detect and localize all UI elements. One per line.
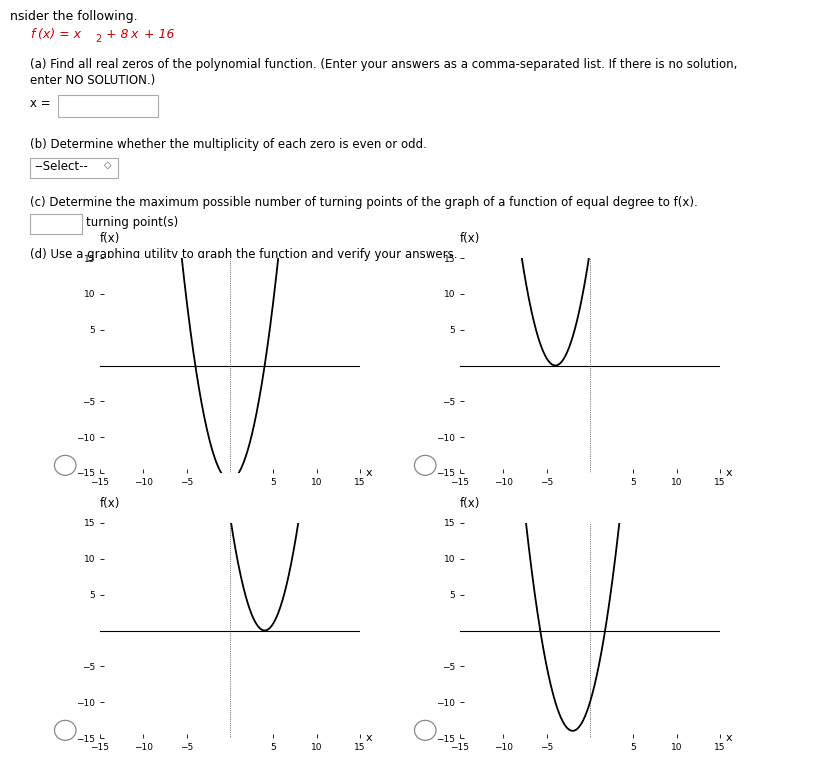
Text: (b) Determine whether the multiplicity of each zero is even or odd.: (b) Determine whether the multiplicity o… [30,138,427,151]
Text: nsider the following.: nsider the following. [10,10,137,23]
Text: enter NO SOLUTION.): enter NO SOLUTION.) [30,74,155,87]
Text: (d) Use a graphing utility to graph the function and verify your answers.: (d) Use a graphing utility to graph the … [30,248,457,261]
Text: f(x): f(x) [100,497,120,510]
Text: (x) = x: (x) = x [38,28,81,41]
Text: f: f [30,28,35,41]
Text: (c) Determine the maximum possible number of turning points of the graph of a fu: (c) Determine the maximum possible numbe… [30,196,697,209]
Text: --Select--: --Select-- [34,160,88,173]
Text: x: x [724,468,731,478]
Text: + 16: + 16 [140,28,174,41]
Bar [30,214,82,234]
Text: + 8: + 8 [102,28,128,41]
Text: x: x [365,733,371,743]
Text: f(x): f(x) [100,232,120,245]
Text: ◇: ◇ [104,160,112,170]
Bar [30,158,118,178]
Text: f(x): f(x) [460,232,480,245]
Text: x: x [724,733,731,743]
Text: f(x): f(x) [460,497,480,510]
Text: x =: x = [30,97,50,110]
Text: (a) Find all real zeros of the polynomial function. (Enter your answers as a com: (a) Find all real zeros of the polynomia… [30,58,737,71]
Text: x: x [365,468,371,478]
Text: x: x [130,28,137,41]
Text: turning point(s): turning point(s) [86,216,178,229]
Text: 2: 2 [95,34,101,44]
Bar [58,95,158,117]
